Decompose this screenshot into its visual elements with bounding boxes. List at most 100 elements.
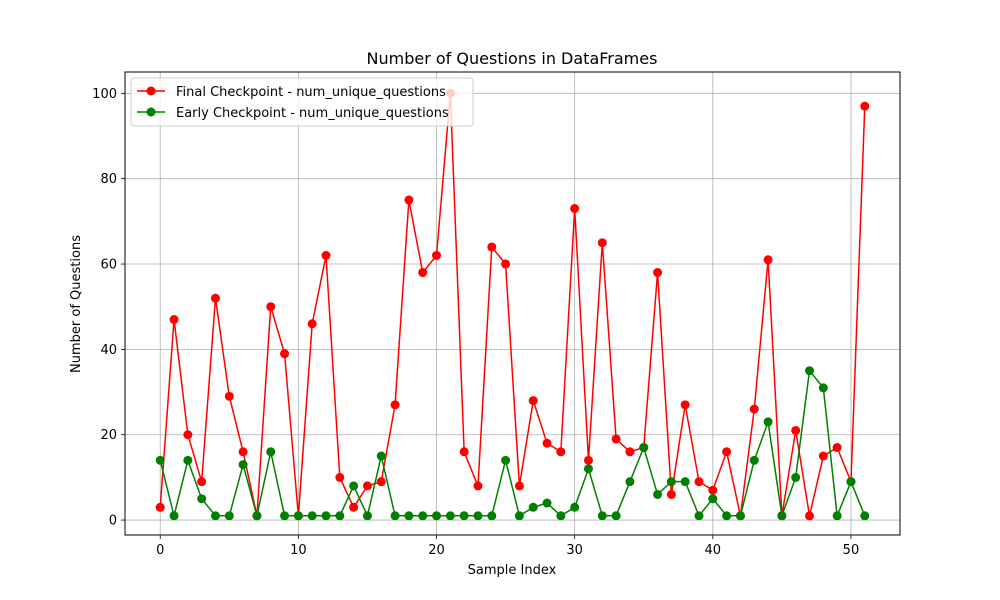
data-point (390, 400, 400, 410)
data-point (280, 349, 290, 359)
data-point (570, 502, 580, 512)
x-axis-label: Sample Index (468, 563, 557, 578)
data-point (597, 511, 607, 521)
data-point (459, 447, 469, 457)
data-point (210, 511, 220, 521)
y-tick-label: 80 (100, 172, 117, 187)
data-point (694, 511, 704, 521)
data-point (680, 400, 690, 410)
plot-frame (124, 71, 901, 536)
data-point (335, 472, 345, 482)
data-point (321, 511, 331, 521)
x-tick-label: 50 (843, 543, 860, 558)
legend: Final Checkpoint - num_unique_questions … (130, 77, 474, 127)
x-axis: 0 10 20 30 40 50 (156, 535, 859, 558)
data-point (860, 101, 870, 111)
data-point (777, 511, 787, 521)
data-point (611, 511, 621, 521)
data-point (183, 430, 193, 440)
data-point (639, 443, 649, 453)
y-axis-label: Number of Questions (69, 235, 84, 373)
series-1 (155, 366, 870, 521)
data-point (846, 477, 856, 487)
data-point (805, 366, 815, 376)
legend-marker-final (146, 86, 156, 96)
x-tick-label: 30 (566, 543, 583, 558)
data-point (556, 511, 566, 521)
data-point (501, 455, 511, 465)
data-point (791, 425, 801, 435)
data-point (197, 494, 207, 504)
data-point (680, 477, 690, 487)
data-point (307, 319, 317, 329)
data-point (390, 511, 400, 521)
data-point (169, 511, 179, 521)
data-point (722, 511, 732, 521)
data-point (349, 502, 359, 512)
data-point (432, 511, 442, 521)
data-point (694, 477, 704, 487)
data-point (349, 481, 359, 491)
data-point (763, 417, 773, 427)
data-point (832, 511, 842, 521)
series-line (159, 92, 866, 517)
data-point (528, 502, 538, 512)
data-point (653, 268, 663, 278)
data-point (335, 511, 345, 521)
data-point (155, 455, 165, 465)
data-point (183, 455, 193, 465)
data-point (556, 447, 566, 457)
data-point (376, 451, 386, 461)
chart-title: Number of Questions in DataFrames (367, 49, 658, 68)
data-point (266, 302, 276, 312)
data-point (818, 451, 828, 461)
data-point (666, 477, 676, 487)
data-point (708, 494, 718, 504)
data-point (653, 489, 663, 499)
y-tick-label: 40 (100, 343, 117, 358)
data-point (432, 250, 442, 260)
data-point (362, 511, 372, 521)
data-point (625, 447, 635, 457)
series-line (159, 369, 866, 517)
data-point (404, 195, 414, 205)
data-point (611, 434, 621, 444)
y-tick-label: 0 (109, 514, 117, 529)
data-point (155, 502, 165, 512)
data-point (570, 204, 580, 214)
data-point (445, 511, 455, 521)
data-point (238, 460, 248, 470)
data-point (749, 404, 759, 414)
y-tick-label: 20 (100, 428, 117, 443)
data-point (487, 242, 497, 252)
data-point (722, 447, 732, 457)
data-point (832, 443, 842, 453)
data-point (542, 438, 552, 448)
data-point (252, 511, 262, 521)
grid (125, 72, 900, 535)
data-point (528, 396, 538, 406)
data-point (625, 477, 635, 487)
x-tick-label: 20 (428, 543, 445, 558)
data-point (708, 485, 718, 495)
data-point (666, 489, 676, 499)
data-point (418, 511, 428, 521)
x-tick-label: 40 (705, 543, 722, 558)
legend-box (130, 77, 474, 127)
data-point (763, 255, 773, 265)
data-point (473, 511, 483, 521)
data-point (542, 498, 552, 508)
y-tick-label: 60 (100, 258, 117, 273)
data-point (210, 293, 220, 303)
data-point (224, 511, 234, 521)
data-point (418, 268, 428, 278)
data-point (266, 447, 276, 457)
data-point (321, 250, 331, 260)
data-point (860, 511, 870, 521)
data-point (169, 315, 179, 325)
data-point (818, 383, 828, 393)
data-point (791, 472, 801, 482)
data-point (805, 511, 815, 521)
data-point (597, 238, 607, 248)
